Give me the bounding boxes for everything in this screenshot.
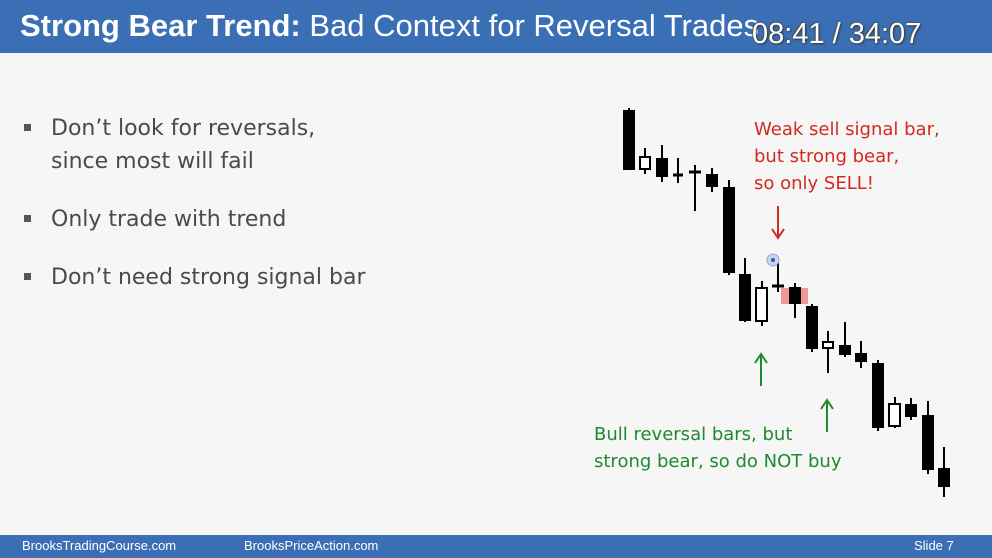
candle <box>806 304 818 352</box>
candle <box>739 258 751 322</box>
buy-arrow-icon <box>754 352 768 386</box>
slide-header: Strong Bear Trend: Bad Context for Rever… <box>0 0 992 53</box>
candle <box>938 447 950 497</box>
candle <box>673 158 683 183</box>
cursor-pointer-icon <box>766 253 780 267</box>
sell-annotation-line: so only SELL! <box>754 173 874 194</box>
candle <box>789 283 801 318</box>
slide-footer: BrooksTradingCourse.com BrooksPriceActio… <box>0 535 992 558</box>
title-bold: Strong Bear Trend: <box>20 8 301 43</box>
candle <box>755 281 768 326</box>
bullet-text: Don’t need strong signal bar <box>51 265 366 290</box>
candle <box>905 398 917 420</box>
bullet-square-icon <box>24 124 31 131</box>
sell-annotation-line: but strong bear, <box>754 146 900 167</box>
slide-title: Strong Bear Trend: Bad Context for Rever… <box>20 8 759 44</box>
candle <box>706 168 718 192</box>
sell-arrow-icon <box>771 206 785 240</box>
candle <box>855 341 867 368</box>
bullet-text: Don’t look for reversals, <box>51 116 316 141</box>
candle <box>839 322 851 357</box>
candle <box>623 108 635 170</box>
candle <box>656 145 668 182</box>
buy-arrow-icon <box>820 398 834 432</box>
footer-site-link-2[interactable]: BrooksPriceAction.com <box>244 538 379 553</box>
sell-annotation: Weak sell signal bar, but strong bear, s… <box>754 116 940 197</box>
bullet-square-icon <box>24 273 31 280</box>
slide-number: Slide 7 <box>914 538 954 553</box>
candle <box>723 180 735 275</box>
sell-annotation-line: Weak sell signal bar, <box>754 119 940 140</box>
bullet-text-cont: since most will fail <box>51 149 254 174</box>
footer-site-link[interactable]: BrooksTradingCourse.com <box>22 538 177 553</box>
bullet-text: Only trade with trend <box>51 207 287 232</box>
buy-annotation-line: Bull reversal bars, but <box>594 424 793 445</box>
bullet-item: Only trade with trend <box>22 203 382 236</box>
candle <box>639 148 651 174</box>
bullet-item: Don’t need strong signal bar <box>22 261 382 294</box>
candle <box>922 401 934 474</box>
bullet-square-icon <box>24 215 31 222</box>
video-timer: 08:41 / 34:07 <box>752 18 922 50</box>
buy-annotation-line: strong bear, so do NOT buy <box>594 451 842 472</box>
title-rest: Bad Context for Reversal Trades <box>300 8 760 43</box>
bullet-list: Don’t look for reversals, since most wil… <box>22 112 382 319</box>
candle <box>872 360 884 431</box>
bullet-item: Don’t look for reversals, since most wil… <box>22 112 382 178</box>
buy-annotation: Bull reversal bars, but strong bear, so … <box>594 421 842 475</box>
candle <box>822 331 834 373</box>
candle <box>888 397 901 428</box>
candle <box>689 165 701 211</box>
